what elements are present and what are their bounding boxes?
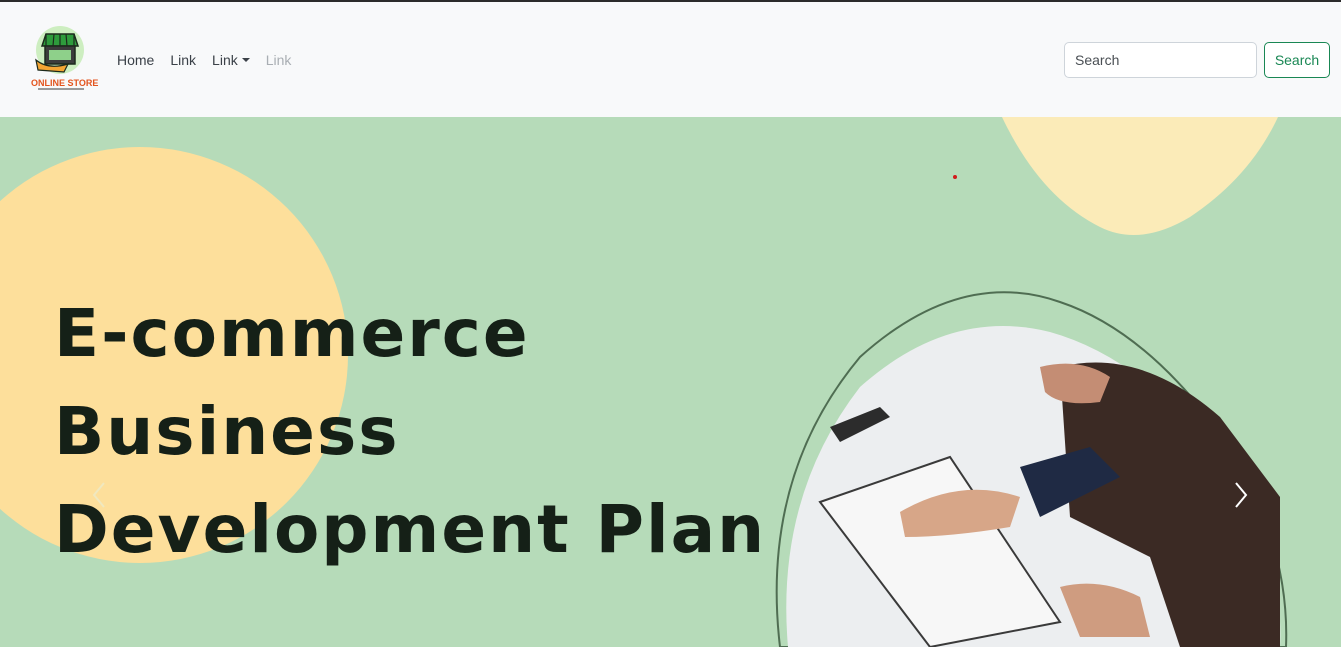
brand-logo[interactable] bbox=[28, 24, 92, 96]
nav-links: Home Link Link Link bbox=[109, 50, 299, 70]
brand-name: ONLINE STORE bbox=[31, 78, 99, 88]
chevron-left-icon bbox=[92, 482, 105, 508]
decorative-blob-top bbox=[1002, 117, 1278, 235]
chevron-right-icon bbox=[1235, 482, 1248, 508]
slide-title: E-commerce Business Development Plan bbox=[54, 285, 766, 579]
brand-tagline-line bbox=[38, 88, 84, 90]
hero-carousel: E-commerce Business Development Plan bbox=[0, 117, 1341, 647]
nav-link-1[interactable]: Link bbox=[170, 52, 197, 68]
window-top-border bbox=[0, 0, 1341, 2]
nav-dropdown-link[interactable]: Link bbox=[204, 50, 258, 70]
storefront-icon bbox=[35, 26, 84, 74]
slide-title-line: Development Plan bbox=[54, 491, 767, 568]
navbar: ONLINE STORE Home Link Link Link Search bbox=[0, 2, 1341, 117]
carousel-prev-button[interactable] bbox=[84, 477, 114, 513]
slide-title-line: E-commerce bbox=[54, 295, 530, 372]
carousel-next-button[interactable] bbox=[1226, 477, 1256, 513]
nav-dropdown-label: Link bbox=[212, 52, 238, 68]
slide-image bbox=[0, 117, 1341, 647]
decorative-blob-left bbox=[0, 147, 348, 563]
caret-down-icon bbox=[241, 58, 250, 62]
red-dot-mark bbox=[953, 175, 957, 179]
nav-link-home[interactable]: Home bbox=[117, 52, 155, 68]
photo-hands-document bbox=[818, 362, 1280, 647]
slide-title-line: Business bbox=[54, 393, 400, 470]
search-input[interactable] bbox=[1064, 42, 1257, 78]
nav-link-disabled: Link bbox=[265, 52, 292, 68]
search-button[interactable]: Search bbox=[1264, 42, 1330, 78]
